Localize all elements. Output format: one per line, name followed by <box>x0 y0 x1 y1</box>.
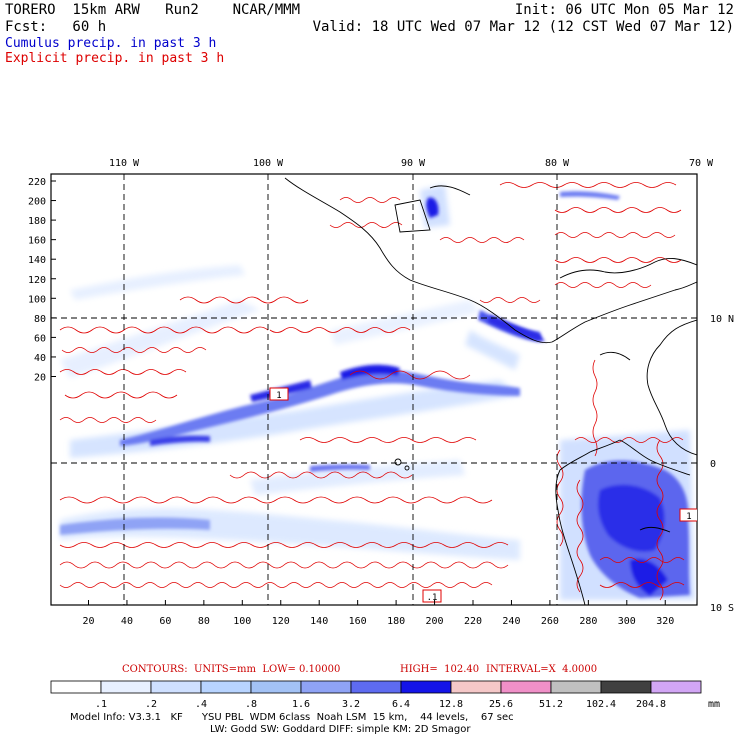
x-tick-label: 100 <box>233 616 251 627</box>
colorbar-swatch <box>500 680 552 694</box>
colorbar-swatch <box>100 680 152 694</box>
x-tick-label: 140 <box>310 616 328 627</box>
y-tick-label: 120 <box>28 275 46 286</box>
box-2-label: .1 <box>427 593 438 603</box>
lon-label-70w: 70 W <box>689 158 714 169</box>
y-tick-label: 220 <box>28 177 46 188</box>
cumulus-legend-label: Cumulus precip. in past 3 h <box>5 36 217 51</box>
init-time: Init: 06 UTC Mon 05 Mar 12 <box>514 2 734 18</box>
colorbar-tick-label: 1.6 <box>292 699 310 710</box>
x-tick-label: 60 <box>159 616 171 627</box>
lat-label-0: 0 <box>710 459 716 470</box>
colorbar-tick-label: .2 <box>145 699 157 710</box>
colorbar-tick-label: .1 <box>95 699 107 710</box>
lon-label-110w: 110 W <box>109 158 140 169</box>
box-1 <box>269 387 289 401</box>
central-america-precip <box>426 191 620 342</box>
lon-label-80w: 80 W <box>545 158 570 169</box>
colorbar: .1 .2 .4 .8 1.6 3.2 6.4 12.8 25.6 51.2 102.4 204.8 m… <box>50 680 720 710</box>
lon-label-90w: 90 W <box>401 158 426 169</box>
y-tick-label: 80 <box>34 314 46 325</box>
x-tick-label: 200 <box>426 616 444 627</box>
lat-label-10n: 10 N <box>710 314 734 325</box>
colorbar-tick-label: 12.8 <box>439 699 463 710</box>
colorbar-swatch <box>450 680 502 694</box>
y-tick-label: 200 <box>28 197 46 208</box>
explicit-legend-label: Explicit precip. in past 3 h <box>5 51 225 66</box>
valid-time: Valid: 18 UTC Wed 07 Mar 12 (12 CST Wed … <box>312 19 734 35</box>
colorbar-swatch <box>350 680 402 694</box>
colorbar-swatch <box>50 680 102 694</box>
x-tick-label: 220 <box>464 616 482 627</box>
colorbar-tick-label: 25.6 <box>489 699 513 710</box>
x-tick-label: 240 <box>502 616 520 627</box>
x-tick-label: 320 <box>656 616 674 627</box>
coastlines <box>284 177 697 605</box>
latitude-labels: 10 N 0 10 S <box>710 314 734 614</box>
contours-label: CONTOURS: UNITS=mm LOW= 0.10000 <box>122 664 341 675</box>
y-tick-label: 40 <box>34 353 46 364</box>
y-tick-label: 180 <box>28 216 46 227</box>
x-tick-label: 280 <box>579 616 597 627</box>
colorbar-tick-label: .8 <box>245 699 257 710</box>
colorbar-tick-label: 3.2 <box>342 699 360 710</box>
colorbar-units: mm <box>708 699 720 710</box>
colorbar-swatch <box>300 680 352 694</box>
x-tick-label: 80 <box>198 616 210 627</box>
interval-label: INTERVAL=X 4.0000 <box>486 664 598 675</box>
x-tick-label: 180 <box>387 616 405 627</box>
box-3 <box>679 508 697 522</box>
x-tick-label: 20 <box>82 616 94 627</box>
colorbar-swatch <box>200 680 252 694</box>
y-axis: 220 200 180 160 140 120 100 80 60 40 20 <box>28 177 56 384</box>
x-tick-label: 40 <box>121 616 133 627</box>
y-tick-label: 100 <box>28 294 46 305</box>
physics-info-line: LW: Godd SW: Goddard DIFF: simple KM: 2D… <box>210 724 471 735</box>
y-tick-label: 160 <box>28 236 46 247</box>
x-axis: 20 40 60 80 100 120 140 160 180 200 220 240 260 280 30… <box>82 600 674 627</box>
colorbar-tick-label: 204.8 <box>636 699 666 710</box>
box-1-label: 1 <box>276 391 281 401</box>
x-tick-label: 160 <box>349 616 367 627</box>
box-2 <box>422 589 442 603</box>
x-tick-label: 120 <box>272 616 290 627</box>
x-tick-label: 260 <box>541 616 559 627</box>
forecast-hour: Fcst: 60 h <box>5 19 107 35</box>
colorbar-swatch <box>650 680 702 694</box>
lon-label-100w: 100 W <box>253 158 284 169</box>
lat-lon-grid <box>51 174 697 605</box>
high-label: HIGH= 102.40 <box>400 664 480 675</box>
y-tick-label: 20 <box>34 373 46 384</box>
colorbar-tick-label: 102.4 <box>586 699 616 710</box>
colorbar-tick-label: 51.2 <box>539 699 563 710</box>
colorbar-swatch <box>150 680 202 694</box>
colorbar-swatch <box>250 680 302 694</box>
colorbar-tick-label: 6.4 <box>392 699 410 710</box>
colorbar-swatch <box>400 680 452 694</box>
y-tick-label: 60 <box>34 333 46 344</box>
model-info-line: Model Info: V3.3.1 KF YSU PBL WDM 6class… <box>70 712 514 723</box>
colorbar-swatch <box>550 680 602 694</box>
value-boxes: 1 .1 1 <box>269 387 697 603</box>
box-3-label: 1 <box>686 512 691 522</box>
colorbar-tick-label: .4 <box>195 699 207 710</box>
lat-label-10s: 10 S <box>710 603 734 614</box>
model-title: TORERO 15km ARW Run2 NCAR/MMM <box>5 2 301 18</box>
colorbar-swatch <box>600 680 652 694</box>
y-tick-label: 140 <box>28 255 46 266</box>
x-tick-label: 300 <box>618 616 636 627</box>
longitude-labels: 110 W 100 W 90 W 80 W 70 W <box>109 158 714 169</box>
explicit-precip-contours <box>59 182 685 601</box>
